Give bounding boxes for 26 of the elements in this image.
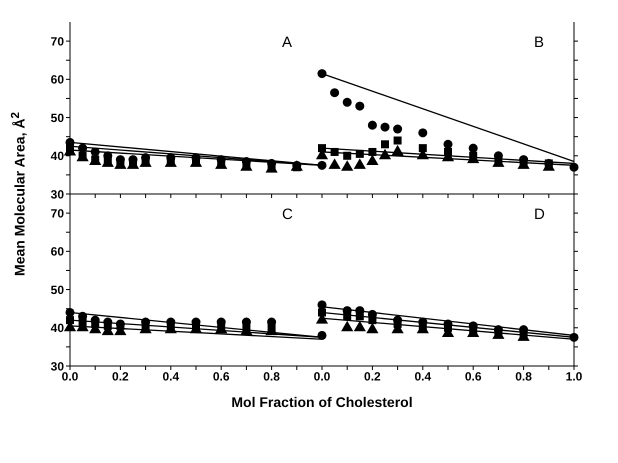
x-tick-label: 0.4 bbox=[162, 370, 180, 384]
text: A bbox=[282, 34, 292, 51]
x-tick-label: 0.0 bbox=[62, 370, 79, 384]
y-tick-label: 30 bbox=[50, 359, 64, 374]
x-tick-label: 0.2 bbox=[112, 370, 130, 384]
x-tick-label: 0.8 bbox=[263, 370, 280, 384]
x-tick-label: 0.6 bbox=[212, 370, 230, 384]
x-tick-label: 0.2 bbox=[364, 370, 382, 384]
y-tick-label: 60 bbox=[50, 244, 64, 259]
y-tick-label: 60 bbox=[50, 72, 64, 87]
y-tick-label: 40 bbox=[50, 321, 64, 336]
y-tick-label: 50 bbox=[50, 110, 64, 125]
y-tick-label: 30 bbox=[50, 187, 64, 202]
x-tick-label: 0.4 bbox=[414, 370, 432, 384]
y-tick-label: 40 bbox=[50, 149, 64, 164]
x-tick-label: 0.0 bbox=[314, 370, 331, 384]
x-tick-label: 0.8 bbox=[515, 370, 532, 384]
x-axis-title: Mol Fraction of Cholesterol bbox=[231, 394, 413, 410]
y-tick-label: 70 bbox=[50, 206, 64, 220]
y-tick-label: 70 bbox=[50, 34, 64, 48]
x-tick-label: 1.0 bbox=[566, 370, 583, 384]
text: C bbox=[282, 206, 293, 223]
text: B bbox=[534, 34, 544, 51]
text: D bbox=[534, 206, 545, 223]
y-tick-label: 50 bbox=[50, 282, 64, 297]
x-tick-label: 0.6 bbox=[464, 370, 482, 384]
